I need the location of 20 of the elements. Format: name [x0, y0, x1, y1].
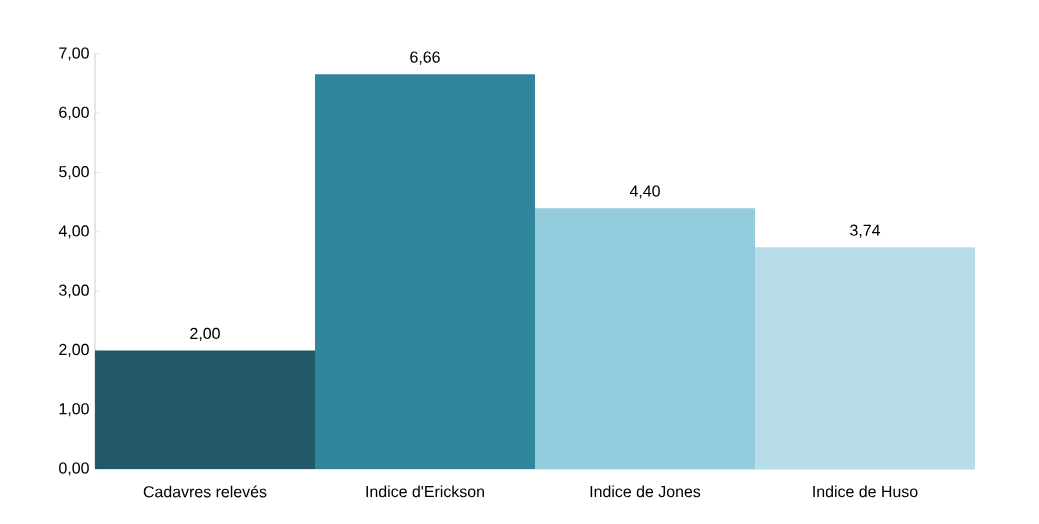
x-tick-label: Cadavres relevés [143, 485, 267, 498]
y-tick-label: 6,00 [59, 106, 89, 120]
bar [535, 208, 755, 469]
data-label: 2,00 [190, 327, 220, 341]
bar [95, 350, 315, 469]
y-tick-label: 4,00 [58, 225, 89, 239]
y-tick-label: 2,00 [59, 343, 89, 357]
x-tick-label: Indice de Jones [590, 485, 701, 498]
y-tick-label: 3,00 [59, 284, 89, 298]
data-label: 4,40 [629, 185, 660, 199]
y-tick-label: 5,00 [59, 165, 89, 180]
y-tick-label: 0,00 [59, 462, 89, 476]
bar [755, 247, 976, 469]
data-label: 3,74 [850, 224, 881, 238]
data-label: 6,66 [410, 51, 440, 65]
x-tick-label: Indice de Huso [813, 485, 918, 498]
y-tick-label: 1,00 [59, 403, 89, 417]
bar [315, 74, 535, 469]
x-tick-label: Indice d'Erickson [366, 485, 484, 498]
y-tick-label: 7,00 [59, 47, 89, 61]
